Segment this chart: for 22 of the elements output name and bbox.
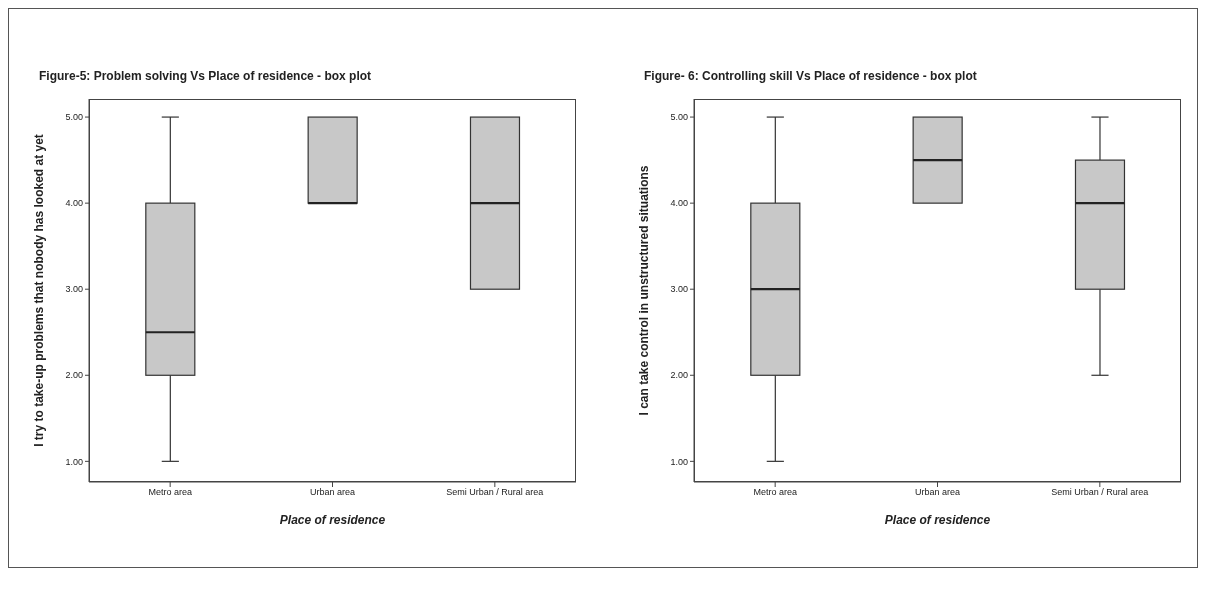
y-tick-label: 4.00 <box>670 198 688 209</box>
x-axis-title: Place of residence <box>884 513 991 527</box>
x-tick-label: Metro area <box>753 487 797 498</box>
y-tick-label: 2.00 <box>670 370 688 381</box>
x-tick-label: Semi Urban / Rural area <box>1051 487 1149 498</box>
x-tick-label: Semi Urban / Rural area <box>446 487 544 498</box>
y-tick-label: 5.00 <box>670 112 688 123</box>
y-tick-label: 3.00 <box>65 284 83 295</box>
x-tick-label: Metro area <box>148 487 192 498</box>
y-tick-label: 5.00 <box>65 112 83 123</box>
x-tick-label: Urban area <box>914 487 961 498</box>
y-axis-title: I can take control in unstructured situations <box>637 165 652 416</box>
x-tick-label: Urban area <box>309 487 356 498</box>
y-tick-label: 1.00 <box>670 456 688 467</box>
y-tick-label: 3.00 <box>670 284 688 295</box>
y-tick-label: 2.00 <box>65 370 83 381</box>
x-axis-title: Place of residence <box>279 513 386 527</box>
y-tick-label: 1.00 <box>65 456 83 467</box>
chart-title: Figure- 6: Controlling skill Vs Place of residence - box plot <box>643 69 978 85</box>
y-tick-label: 4.00 <box>65 198 83 209</box>
chart-title: Figure-5: Problem solving Vs Place of residence - box plot <box>38 69 373 85</box>
y-axis-title: I try to take-up problems that nobody has looked at yet <box>32 134 47 447</box>
